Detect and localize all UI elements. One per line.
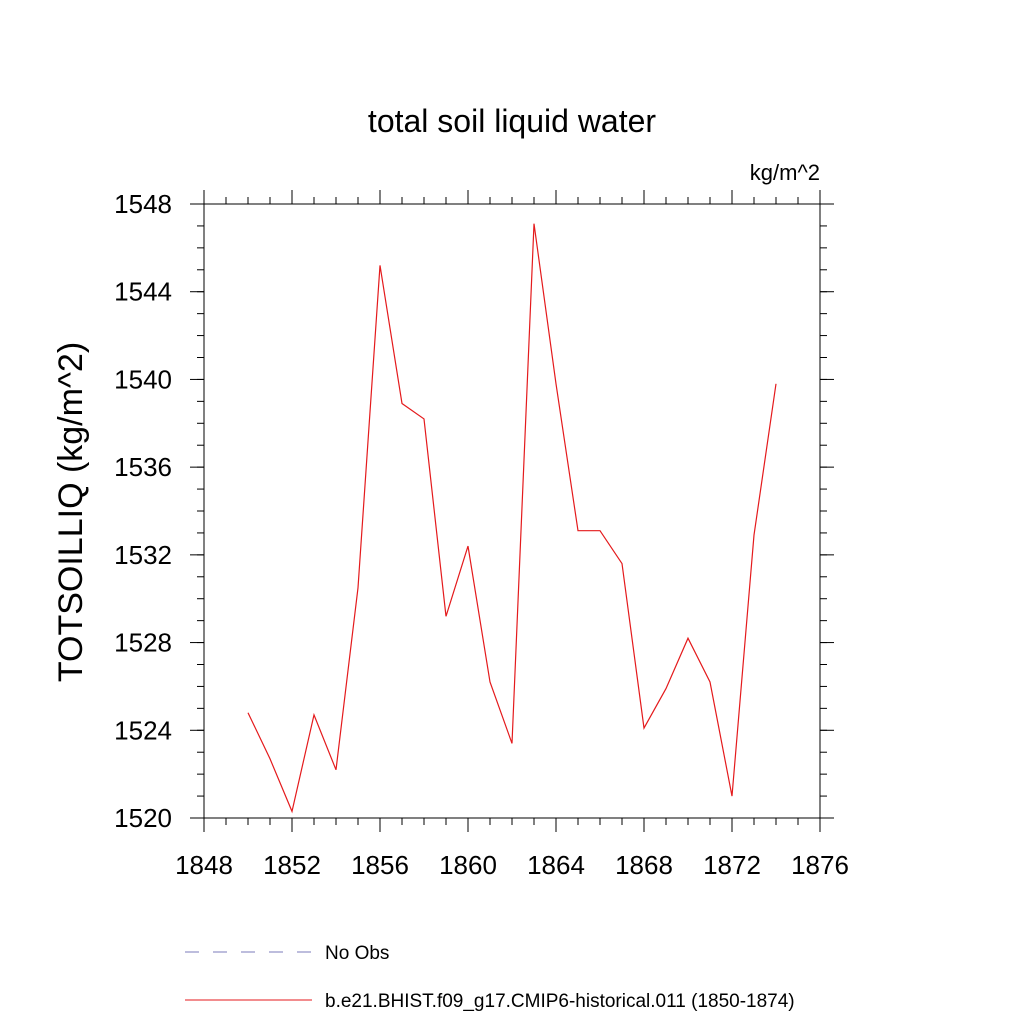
units-label: kg/m^2 xyxy=(750,160,820,185)
y-tick-label: 1540 xyxy=(114,364,172,394)
chart-title: total soil liquid water xyxy=(368,103,656,139)
y-tick-label: 1548 xyxy=(114,189,172,219)
y-tick-label: 1528 xyxy=(114,628,172,658)
y-tick-label: 1520 xyxy=(114,803,172,833)
x-tick-label: 1872 xyxy=(703,850,761,880)
legend-label-model: b.e21.BHIST.f09_g17.CMIP6-historical.011… xyxy=(325,991,795,1012)
axis-ticks xyxy=(190,190,834,832)
y-tick-label: 1532 xyxy=(114,540,172,570)
x-tick-label: 1868 xyxy=(615,850,673,880)
y-tick-label: 1544 xyxy=(114,277,172,307)
x-tick-label: 1856 xyxy=(351,850,409,880)
legend: No Obs b.e21.BHIST.f09_g17.CMIP6-histori… xyxy=(185,943,795,1012)
series-lines xyxy=(247,223,777,814)
x-tick-label: 1852 xyxy=(263,850,321,880)
series-line-0 xyxy=(247,223,777,814)
legend-label-no-obs: No Obs xyxy=(325,943,389,964)
y-tick-label: 1536 xyxy=(114,452,172,482)
axis-tick-labels: 1848 1852 1856 1860 1864 1868 1872 1876 1520 1524… xyxy=(114,189,849,880)
y-tick-label: 1524 xyxy=(114,715,172,745)
x-tick-label: 1860 xyxy=(439,850,497,880)
x-tick-label: 1864 xyxy=(527,850,585,880)
y-axis-label: TOTSOILLIQ (kg/m^2) xyxy=(52,342,90,682)
x-tick-label: 1848 xyxy=(175,850,233,880)
plot-frame xyxy=(203,203,821,819)
x-tick-label: 1876 xyxy=(791,850,849,880)
